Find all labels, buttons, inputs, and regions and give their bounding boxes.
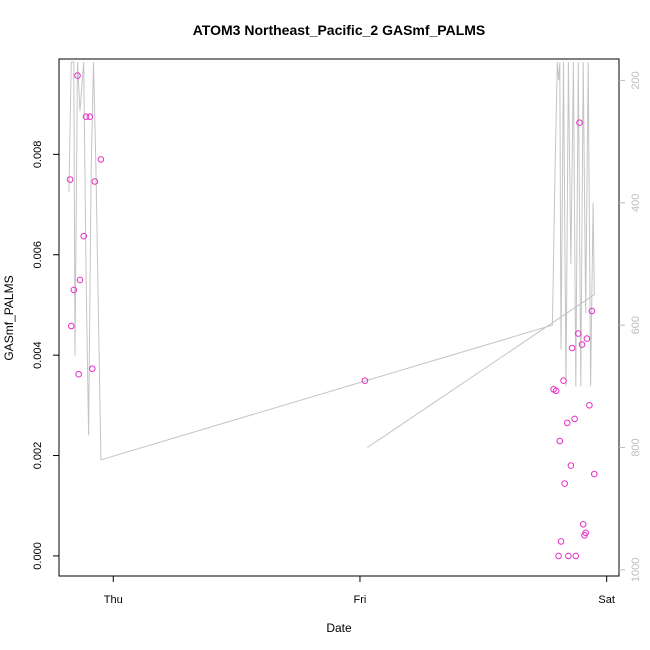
data-point (80, 232, 87, 240)
y-tick-label: 0.004 (32, 341, 44, 369)
data-point (561, 480, 569, 487)
data-point (82, 113, 90, 120)
x-tick-label: Fri (354, 594, 367, 606)
data-point (591, 470, 598, 478)
data-point (563, 419, 571, 427)
data-point (86, 113, 94, 120)
right-tick-label: 1000 (630, 558, 642, 582)
data-point (557, 538, 565, 545)
data-point (571, 415, 578, 423)
data-point (91, 178, 99, 185)
data-point (576, 119, 583, 126)
data-point (66, 176, 74, 183)
x-tick-label: Sat (598, 594, 615, 606)
data-point (97, 156, 105, 163)
data-point (565, 552, 572, 560)
plot-frame (58, 58, 620, 577)
data-point (572, 552, 580, 560)
data-point (89, 365, 96, 373)
x-tick-label: Thu (104, 594, 123, 606)
data-point (579, 521, 587, 528)
data-point (552, 387, 560, 395)
y-axis-label: GASmf_PALMS (2, 275, 16, 360)
data-point (555, 552, 562, 560)
data-point (583, 335, 591, 342)
data-point (568, 344, 576, 352)
chart-title: ATOM3 Northeast_Pacific_2 GASmf_PALMS (193, 22, 486, 38)
right-tick-label: 400 (630, 194, 642, 212)
right-tick-label: 200 (630, 71, 642, 89)
pressure-line-layer (68, 61, 595, 461)
data-point (567, 462, 575, 469)
right-tick-label: 600 (630, 316, 642, 334)
pressure-line (68, 61, 595, 461)
data-point (75, 370, 82, 378)
data-point (588, 307, 596, 315)
data-point (70, 286, 78, 294)
x-axis: Thu Fri Sat (104, 576, 615, 606)
y-axis: 0.000 0.002 0.004 0.006 0.008 (32, 141, 59, 570)
data-point (582, 529, 590, 537)
x-axis-label: Date (326, 621, 352, 635)
data-point (74, 72, 81, 79)
data-point (68, 322, 75, 330)
right-axis: 200 400 600 800 1000 (619, 71, 642, 582)
y-tick-label: 0.006 (32, 241, 44, 269)
data-point (575, 330, 582, 337)
data-points (66, 72, 598, 560)
data-point (556, 437, 564, 445)
y-tick-label: 0.002 (32, 442, 44, 470)
y-tick-label: 0.000 (32, 542, 44, 570)
y-tick-label: 0.008 (32, 141, 44, 169)
data-point (586, 402, 593, 409)
data-point (361, 377, 369, 385)
data-point (76, 276, 84, 284)
data-point (560, 377, 567, 385)
data-point (578, 341, 586, 348)
right-tick-label: 800 (630, 438, 642, 456)
